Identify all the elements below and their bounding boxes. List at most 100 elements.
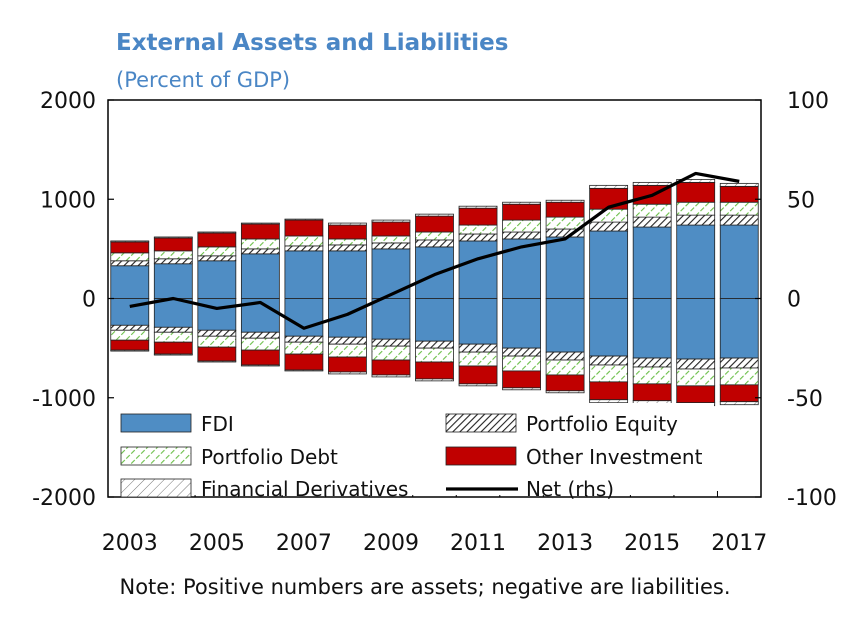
bar-liability-0-2010 [415,298,454,342]
bar-asset-4-2004 [153,236,193,239]
bar-asset-1-2009 [371,242,411,250]
bar-asset-0-2010 [415,246,454,299]
x-tick-label: 2003 [102,531,158,556]
bar-liability-1-2016 [676,358,716,370]
legend-item-fdi-swatch [120,413,192,433]
bar-asset-4-2005 [197,231,237,234]
bar-asset-4-2013 [545,199,585,203]
y2-tick-label: -50 [787,387,823,412]
bar-asset-1-2011 [458,233,498,242]
bar-asset-2-2015 [632,203,672,218]
bar-asset-4-2010 [415,213,454,217]
bar-liability-0-2017 [719,298,759,359]
bar-asset-1-2003 [110,260,150,267]
bar-asset-2-2006 [240,238,280,250]
legend-item-other-investment-label: Other Investment [526,445,703,469]
bar-liability-0-2009 [371,298,411,340]
bar-liability-4-2004 [153,353,193,356]
bar-asset-0-2015 [632,226,672,299]
bar-asset-0-2008 [328,250,367,299]
bar-liability-2-2007 [284,341,324,355]
bar-liability-1-2017 [719,357,759,369]
y-tick-label: 2000 [40,89,96,114]
bar-liability-0-2012 [502,298,541,349]
bar-liability-1-2014 [589,355,629,366]
net-line-layer [129,171,740,330]
x-tick-label: 2013 [537,531,593,556]
bar-liability-2-2014 [589,364,629,383]
x-tick-label: 2015 [624,531,680,556]
bar-asset-2-2009 [371,235,411,244]
bar-asset-3-2004 [153,237,193,252]
bar-asset-1-2005 [197,255,237,262]
bar-asset-2-2017 [719,201,759,216]
legend-item-portfolio-equity-swatch [445,413,517,433]
bar-asset-2-2008 [328,238,367,246]
bar-liability-0-2016 [676,298,716,360]
y2-tick-label: 100 [787,89,829,114]
bar-asset-0-2004 [153,263,193,299]
bar-liability-2-2003 [110,329,150,341]
bar-liability-4-2006 [240,364,280,367]
bar-liability-3-2011 [458,365,498,385]
x-tick-label: 2011 [450,531,506,556]
bar-liability-2-2006 [240,337,280,351]
legend-item-net-rhs-label: Net (rhs) [526,477,614,501]
bar-liability-4-2017 [719,401,759,406]
bar-liability-2-2005 [197,335,237,348]
bar-asset-3-2010 [415,215,454,233]
bar-liability-0-2005 [197,298,237,331]
bar-asset-3-2012 [502,203,541,221]
y-tick-label: -1000 [32,387,96,412]
y-tick-label: 0 [82,288,96,313]
bar-liability-4-2003 [110,349,150,352]
bar-liability-0-2013 [545,298,585,353]
chart-subtitle: (Percent of GDP) [116,68,290,92]
bar-asset-2-2016 [676,201,716,216]
legend-item-portfolio-debt-label: Portfolio Debt [201,445,338,469]
bars-layer [110,178,759,407]
bar-liability-1-2009 [371,338,411,347]
y-tick-label: 1000 [40,188,96,213]
bar-liability-0-2011 [458,298,498,345]
bar-liability-0-2004 [153,298,193,328]
bar-liability-2-2011 [458,351,498,367]
bar-liability-3-2012 [502,370,541,389]
bar-liability-3-2008 [328,356,367,373]
bar-asset-4-2015 [632,181,672,186]
x-tick-label: 2005 [189,531,245,556]
bar-liability-4-2014 [589,399,629,404]
bar-asset-2-2011 [458,224,498,235]
bar-liability-3-2007 [284,353,324,371]
bar-asset-0-2006 [240,253,280,299]
x-tick-label: 2007 [276,531,332,556]
bar-liability-2-2015 [632,366,672,385]
x-tick-label: 2009 [363,531,419,556]
bar-asset-1-2014 [589,221,629,232]
bar-liability-1-2013 [545,351,585,361]
bar-asset-1-2012 [502,231,541,240]
bar-asset-0-2011 [458,240,498,299]
bar-asset-3-2013 [545,201,585,218]
bar-asset-2-2013 [545,216,585,230]
bar-asset-4-2016 [676,178,716,183]
bar-liability-3-2010 [415,361,454,380]
bar-asset-4-2006 [240,222,280,225]
bar-asset-3-2011 [458,207,498,226]
bar-liability-4-2011 [458,383,498,387]
bar-liability-1-2015 [632,357,672,368]
bar-asset-4-2007 [284,218,324,221]
legend-item-portfolio-debt-swatch [120,446,192,466]
bar-liability-0-2014 [589,298,629,357]
bar-asset-3-2007 [284,219,324,237]
bar-asset-0-2017 [719,224,759,299]
bar-liability-3-2015 [632,383,672,402]
bar-liability-2-2012 [502,355,541,372]
bar-liability-2-2004 [153,331,193,343]
bar-liability-1-2004 [153,326,193,333]
bar-asset-2-2012 [502,219,541,233]
y2-tick-label: 0 [787,288,801,313]
bar-asset-1-2017 [719,214,759,226]
bar-liability-2-2017 [719,367,759,386]
